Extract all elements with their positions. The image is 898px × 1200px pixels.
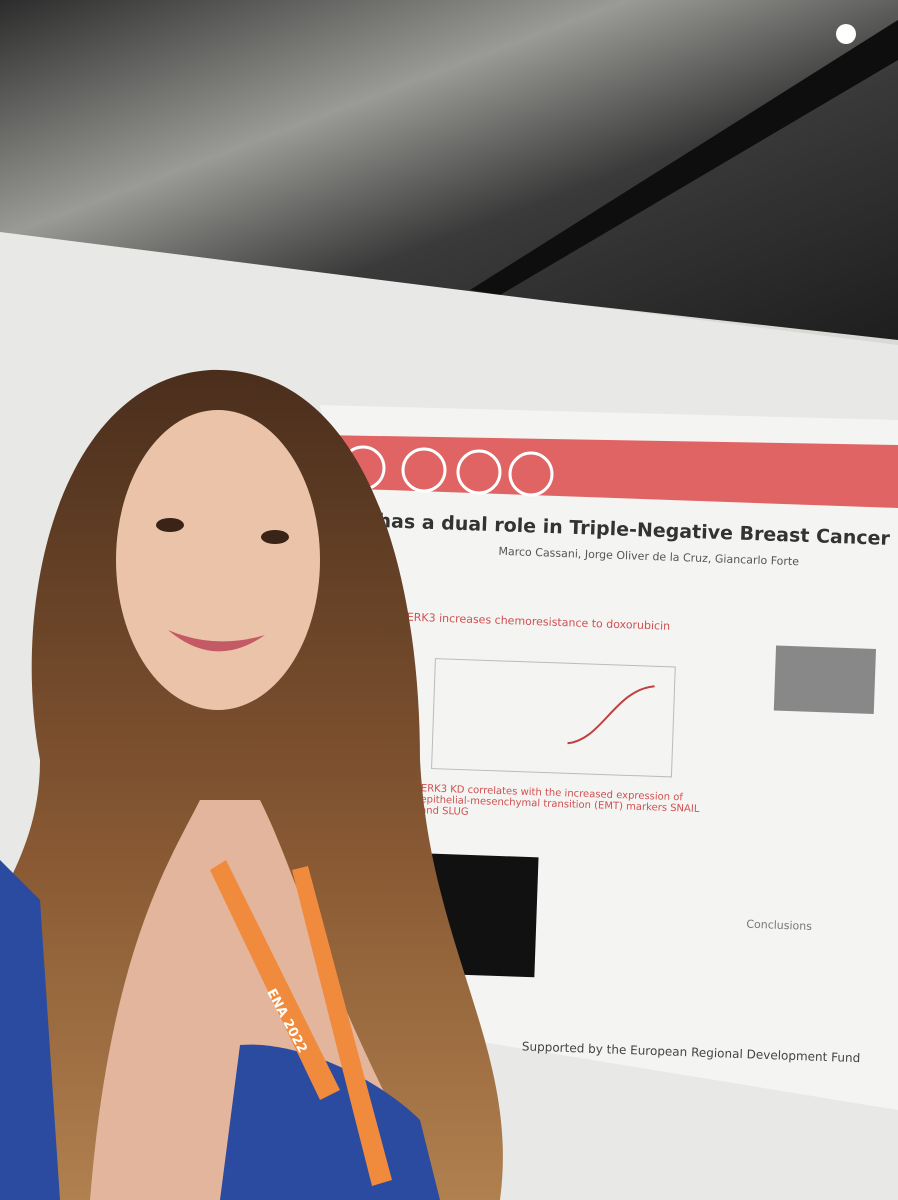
ceiling-light — [836, 24, 856, 44]
ceiling — [0, 0, 898, 340]
eye — [156, 518, 184, 532]
lanyard — [210, 860, 340, 1100]
eye — [261, 530, 289, 544]
lanyard — [292, 866, 392, 1186]
poster-section: Conclusions — [746, 918, 812, 933]
plot-panel — [431, 658, 676, 778]
face — [116, 410, 320, 710]
plot-curve — [567, 685, 655, 745]
microscopy-image — [773, 645, 877, 714]
top — [0, 860, 60, 1200]
ceiling-beam — [470, 20, 898, 295]
poster-banner — [320, 435, 898, 508]
smile — [168, 630, 265, 652]
